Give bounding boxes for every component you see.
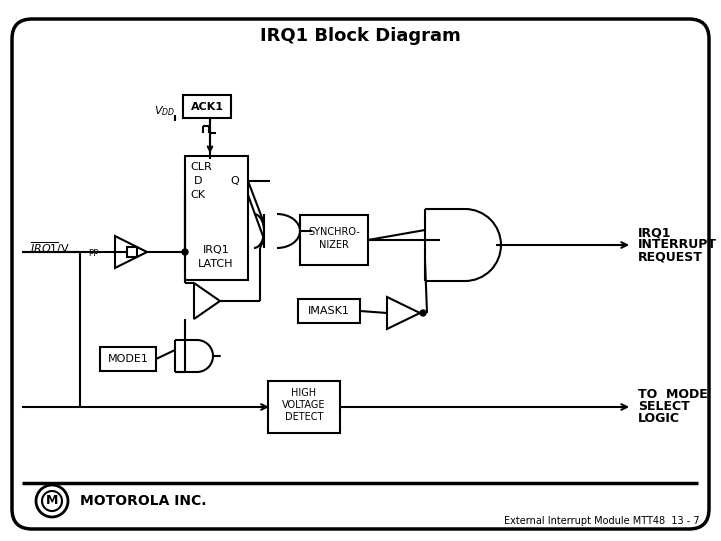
Text: IMASK1: IMASK1 <box>308 306 350 316</box>
Text: CK: CK <box>190 190 205 200</box>
Text: External Interrupt Module MTT48  13 - 7: External Interrupt Module MTT48 13 - 7 <box>505 516 700 526</box>
Text: REQUEST: REQUEST <box>638 250 703 263</box>
Text: VOLTAGE: VOLTAGE <box>282 400 326 410</box>
Text: M: M <box>46 494 58 507</box>
Text: D: D <box>194 176 203 186</box>
Text: IRQ1: IRQ1 <box>203 245 229 255</box>
Text: LOGIC: LOGIC <box>638 412 680 426</box>
Bar <box>298 299 360 323</box>
Text: NIZER: NIZER <box>319 240 349 250</box>
Text: Q: Q <box>231 176 239 186</box>
Circle shape <box>182 249 188 255</box>
Text: MOTOROLA INC.: MOTOROLA INC. <box>80 494 206 508</box>
Text: IRQ1: IRQ1 <box>638 227 671 240</box>
Text: IRQ1 Block Diagram: IRQ1 Block Diagram <box>260 27 461 45</box>
Text: SYNCHRO-: SYNCHRO- <box>308 227 360 237</box>
Bar <box>127 247 137 257</box>
Bar <box>100 347 156 371</box>
FancyBboxPatch shape <box>12 19 709 529</box>
Text: LATCH: LATCH <box>198 259 234 269</box>
Text: HIGH: HIGH <box>291 388 317 398</box>
Text: INTERRUPT: INTERRUPT <box>638 239 717 252</box>
Text: MODE1: MODE1 <box>107 354 149 364</box>
Text: pp: pp <box>88 247 99 256</box>
Text: CLR: CLR <box>190 162 212 172</box>
Text: $V_{DD}$: $V_{DD}$ <box>154 104 176 118</box>
Text: SELECT: SELECT <box>638 400 690 413</box>
Text: ACK1: ACK1 <box>190 102 224 111</box>
Circle shape <box>420 310 426 316</box>
Circle shape <box>36 485 68 517</box>
Text: TO  MODE: TO MODE <box>638 388 708 401</box>
Bar <box>185 156 248 280</box>
Bar <box>183 95 231 118</box>
Bar <box>268 381 340 433</box>
Text: $\overline{IRQ1}$/V: $\overline{IRQ1}$/V <box>30 240 70 256</box>
Text: DETECT: DETECT <box>285 412 323 422</box>
Bar <box>300 215 368 265</box>
